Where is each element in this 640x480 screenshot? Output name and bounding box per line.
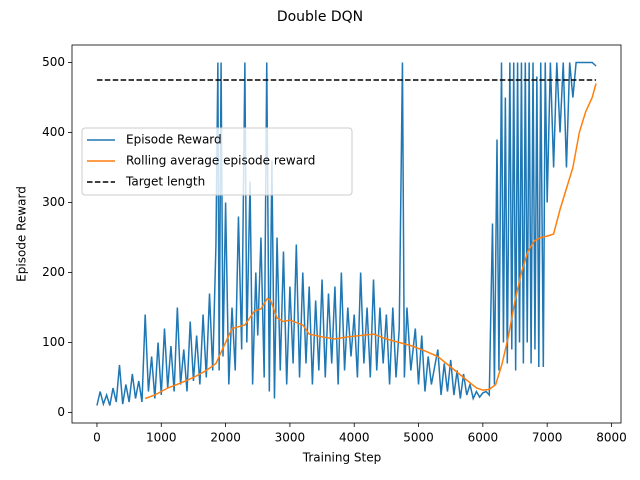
legend-label: Episode Reward <box>126 133 222 147</box>
axes-frame <box>71 44 622 424</box>
y-tick-label: 0 <box>57 405 65 419</box>
line-series <box>96 61 597 407</box>
y-axis-label: Episode Reward <box>15 186 29 282</box>
x-tick-label: 8000 <box>596 431 627 445</box>
x-tick-label: 4000 <box>339 431 370 445</box>
x-tick-label: 0 <box>93 431 101 445</box>
x-tick-label: 3000 <box>275 431 306 445</box>
x-axis-label: Training Step <box>302 451 382 465</box>
x-tick-label: 2000 <box>210 431 241 445</box>
legend-box <box>81 127 353 196</box>
x-tick-label: 7000 <box>532 431 563 445</box>
y-tick-label: 300 <box>42 195 65 209</box>
legend-label: Target length <box>125 175 205 189</box>
chart-title: Double DQN <box>277 9 363 25</box>
x-tick-label: 1000 <box>146 431 177 445</box>
y-tick-label: 200 <box>42 265 65 279</box>
line-series <box>144 83 597 400</box>
y-tick-label: 500 <box>42 55 65 69</box>
y-tick-label: 100 <box>42 335 65 349</box>
x-tick-label: 5000 <box>403 431 434 445</box>
x-tick-label: 6000 <box>468 431 499 445</box>
y-tick-label: 400 <box>42 125 65 139</box>
legend-label: Rolling average episode reward <box>126 154 315 168</box>
